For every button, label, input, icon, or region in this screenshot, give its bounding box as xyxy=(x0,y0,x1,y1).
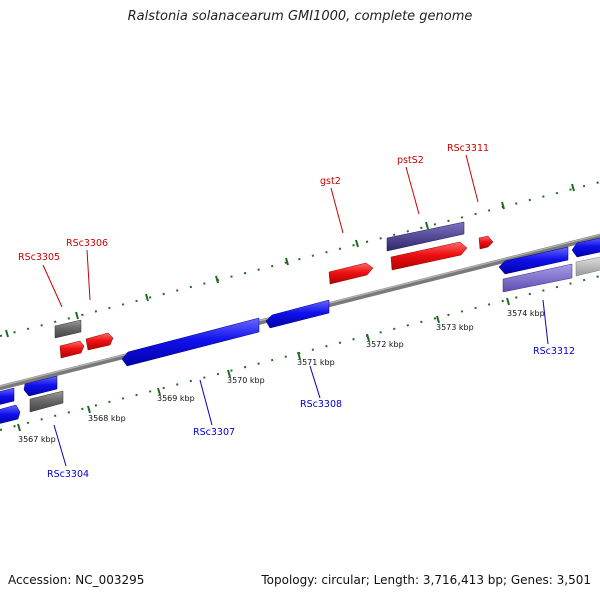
gene-label-rsc3312: RSc3312 xyxy=(533,346,575,357)
gene-psts2-upper[interactable] xyxy=(386,221,465,252)
tick-label: 3568 kbp xyxy=(88,414,126,423)
gene-rsc3307[interactable] xyxy=(121,317,260,367)
gene-label-rsc3308: RSc3308 xyxy=(300,399,342,410)
gene-rsc3312-blue[interactable] xyxy=(498,246,569,275)
gene-rsc3311[interactable] xyxy=(478,235,494,250)
tick-label: 3573 kbp xyxy=(436,323,474,332)
gene-label-rsc3306: RSc3306 xyxy=(66,238,108,249)
accession-text: Accession: NC_003295 xyxy=(8,573,145,587)
tick-label: 3570 kbp xyxy=(227,376,265,385)
gene-rsc3306[interactable] xyxy=(85,332,114,351)
gene-rsc3312[interactable] xyxy=(502,263,573,293)
major-ticks xyxy=(5,183,575,432)
gene-gst2[interactable] xyxy=(328,262,374,285)
label-leaders-reverse xyxy=(53,299,549,467)
tick-label: 3571 kbp xyxy=(297,358,335,367)
upper-tick-track xyxy=(0,181,600,337)
topology-stats-text: Topology: circular; Length: 3,716,413 bp… xyxy=(261,573,591,587)
gene-label-rsc3304: RSc3304 xyxy=(47,469,89,480)
tick-label: 3567 kbp xyxy=(18,435,56,444)
gene-label-gst2: gst2 xyxy=(320,176,341,187)
gene-labels-reverse: RSc3304 RSc3307 RSc3308 RSc3312 xyxy=(47,346,575,480)
gene-right-pale[interactable] xyxy=(575,256,600,277)
label-leaders-forward xyxy=(42,154,479,308)
gene-labels-forward: RSc3305 RSc3306 gst2 pstS2 RSc3311 xyxy=(18,143,489,263)
gene-label-psts2: pstS2 xyxy=(397,155,424,166)
map-title: Ralstonia solanacearum GMI1000, complete… xyxy=(127,9,473,24)
gene-rsc3304-grey[interactable] xyxy=(29,390,64,413)
gene-red-arrow[interactable] xyxy=(59,340,85,359)
gene-label-rsc3305: RSc3305 xyxy=(18,252,60,263)
gene-left-blue-1[interactable] xyxy=(0,387,15,406)
tick-label: 3572 kbp xyxy=(366,340,404,349)
gene-label-rsc3307: RSc3307 xyxy=(193,427,235,438)
gene-right-blue[interactable] xyxy=(571,237,600,258)
gene-label-rsc3311: RSc3311 xyxy=(447,143,489,154)
gene-rsc3308[interactable] xyxy=(265,299,330,329)
gene-psts2[interactable] xyxy=(390,241,468,271)
tick-label: 3574 kbp xyxy=(507,309,545,318)
tick-label: 3569 kbp xyxy=(157,394,195,403)
lower-tick-track xyxy=(0,275,600,431)
gene-rsc3304-blue[interactable] xyxy=(23,375,58,397)
gene-rsc3305-grey[interactable] xyxy=(54,319,82,339)
gene-left-blue-2[interactable] xyxy=(0,404,21,425)
tick-labels: 3567 kbp 3568 kbp 3569 kbp 3570 kbp 3571… xyxy=(18,309,545,444)
